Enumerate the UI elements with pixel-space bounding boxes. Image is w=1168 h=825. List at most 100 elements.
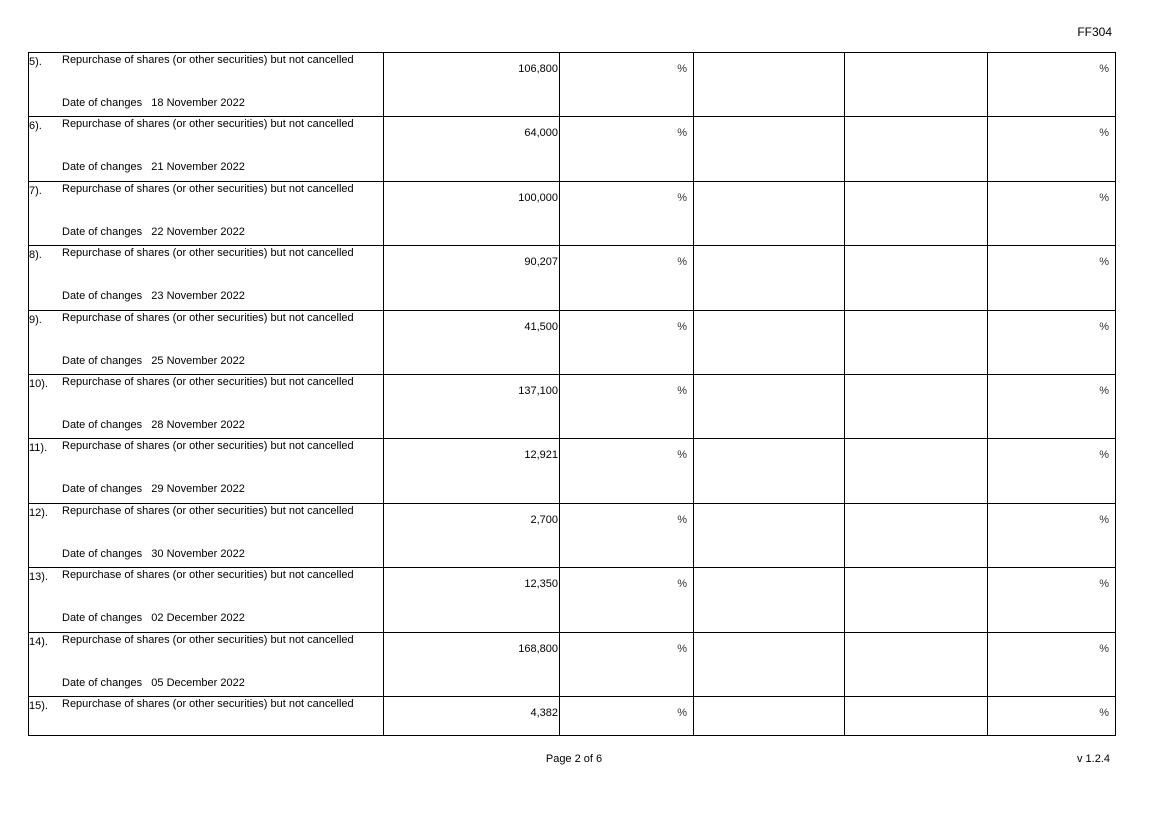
- empty-cell: [693, 51, 845, 118]
- percent-cell: %: [987, 245, 1116, 311]
- amount-cell: 64,000: [383, 116, 560, 182]
- form-code: FF304: [1077, 25, 1112, 39]
- empty-cell: [693, 309, 845, 375]
- empty-cell: [693, 180, 845, 247]
- row-index: 8).: [29, 249, 42, 262]
- amount: 2,700: [530, 513, 558, 526]
- row-index: 12).: [29, 506, 48, 519]
- date-of-changes: Date of changes 18 November 2022: [62, 97, 245, 109]
- date-of-changes: Date of changes 23 November 2022: [62, 290, 245, 302]
- percent-cell: %: [987, 695, 1116, 736]
- row-index: 13).: [29, 571, 48, 584]
- percent-cell: %: [559, 567, 694, 633]
- date-value: 18 November 2022: [151, 97, 245, 109]
- empty-cell: [693, 502, 845, 569]
- row-index: 9).: [29, 313, 42, 326]
- table-row: 13). Repurchase of shares (or other secu…: [28, 567, 1116, 633]
- percent-cell: %: [987, 51, 1116, 118]
- description-cell: 15). Repurchase of shares (or other secu…: [28, 695, 384, 736]
- row-description: Repurchase of shares (or other securitie…: [62, 504, 354, 517]
- percent-sign: %: [677, 384, 687, 397]
- percent-cell: %: [559, 438, 694, 504]
- date-label: Date of changes: [62, 225, 143, 238]
- description-cell: 11). Repurchase of shares (or other secu…: [28, 438, 384, 504]
- percent-cell: %: [987, 631, 1116, 697]
- row-description: Repurchase of shares (or other securitie…: [62, 569, 354, 582]
- description-cell: 10). Repurchase of shares (or other secu…: [28, 373, 384, 440]
- percent-sign: %: [1099, 384, 1109, 397]
- row-description: Repurchase of shares (or other securitie…: [62, 54, 354, 66]
- empty-cell: [844, 245, 988, 311]
- percent-sign: %: [677, 706, 687, 719]
- date-label: Date of changes: [62, 547, 143, 560]
- date-label: Date of changes: [62, 161, 143, 174]
- row-description: Repurchase of shares (or other securitie…: [62, 697, 354, 710]
- percent-sign: %: [1099, 513, 1109, 526]
- amount: 106,800: [518, 63, 558, 75]
- percent-sign: %: [1099, 256, 1109, 269]
- table-row: 14). Repurchase of shares (or other secu…: [28, 631, 1116, 697]
- table-row: 7). Repurchase of shares (or other secur…: [28, 180, 1116, 247]
- row-description: Repurchase of shares (or other securitie…: [62, 440, 354, 453]
- amount-cell: 4,382: [383, 695, 560, 736]
- amount-cell: 100,000: [383, 180, 560, 247]
- date-label: Date of changes: [62, 290, 143, 303]
- empty-cell: [844, 373, 988, 440]
- date-value: 30 November 2022: [151, 547, 245, 560]
- empty-cell: [844, 567, 988, 633]
- date-label: Date of changes: [62, 97, 143, 109]
- amount: 137,100: [518, 384, 558, 397]
- percent-sign: %: [677, 63, 687, 75]
- percent-sign: %: [1099, 578, 1109, 591]
- amount-cell: 2,700: [383, 502, 560, 569]
- date-label: Date of changes: [62, 612, 143, 625]
- percent-sign: %: [677, 513, 687, 526]
- date-of-changes: Date of changes 05 December 2022: [62, 677, 245, 689]
- date-value: 29 November 2022: [151, 483, 245, 496]
- date-of-changes: Date of changes 28 November 2022: [62, 419, 245, 431]
- percent-cell: %: [987, 438, 1116, 504]
- percent-cell: %: [559, 373, 694, 440]
- date-value: 05 December 2022: [151, 676, 245, 689]
- description-cell: 7). Repurchase of shares (or other secur…: [28, 180, 384, 247]
- empty-cell: [844, 438, 988, 504]
- amount: 12,921: [524, 449, 558, 462]
- row-index: 11).: [29, 442, 48, 455]
- table-row: 6). Repurchase of shares (or other secur…: [28, 116, 1116, 182]
- amount-cell: 41,500: [383, 309, 560, 375]
- percent-cell: %: [559, 631, 694, 697]
- percent-cell: %: [987, 502, 1116, 569]
- date-value: 02 December 2022: [151, 612, 245, 625]
- amount-cell: 12,921: [383, 438, 560, 504]
- row-description: Repurchase of shares (or other securitie…: [62, 633, 354, 646]
- percent-sign: %: [1099, 320, 1109, 333]
- percent-cell: %: [559, 180, 694, 247]
- percent-cell: %: [559, 51, 694, 118]
- empty-cell: [844, 180, 988, 247]
- empty-cell: [693, 438, 845, 504]
- percent-cell: %: [559, 695, 694, 736]
- version-label: v 1.2.4: [1076, 753, 1110, 765]
- empty-cell: [693, 567, 845, 633]
- percent-sign: %: [1099, 63, 1109, 75]
- percent-cell: %: [987, 567, 1116, 633]
- empty-cell: [693, 695, 845, 736]
- description-cell: 13). Repurchase of shares (or other secu…: [28, 567, 384, 633]
- description-cell: 12). Repurchase of shares (or other secu…: [28, 502, 384, 569]
- description-cell: 5). Repurchase of shares (or other secur…: [28, 51, 384, 118]
- row-index: 7).: [29, 184, 42, 197]
- empty-cell: [844, 51, 988, 118]
- row-index: 5).: [29, 56, 42, 68]
- percent-sign: %: [677, 642, 687, 655]
- amount: 168,800: [518, 642, 558, 655]
- amount: 41,500: [524, 320, 558, 333]
- empty-cell: [844, 309, 988, 375]
- changes-table: 5). Repurchase of shares (or other secur…: [28, 51, 1116, 736]
- amount: 64,000: [524, 127, 558, 140]
- amount-cell: 137,100: [383, 373, 560, 440]
- description-cell: 9). Repurchase of shares (or other secur…: [28, 309, 384, 375]
- empty-cell: [844, 631, 988, 697]
- date-value: 25 November 2022: [151, 354, 245, 367]
- row-index: 10).: [29, 377, 48, 390]
